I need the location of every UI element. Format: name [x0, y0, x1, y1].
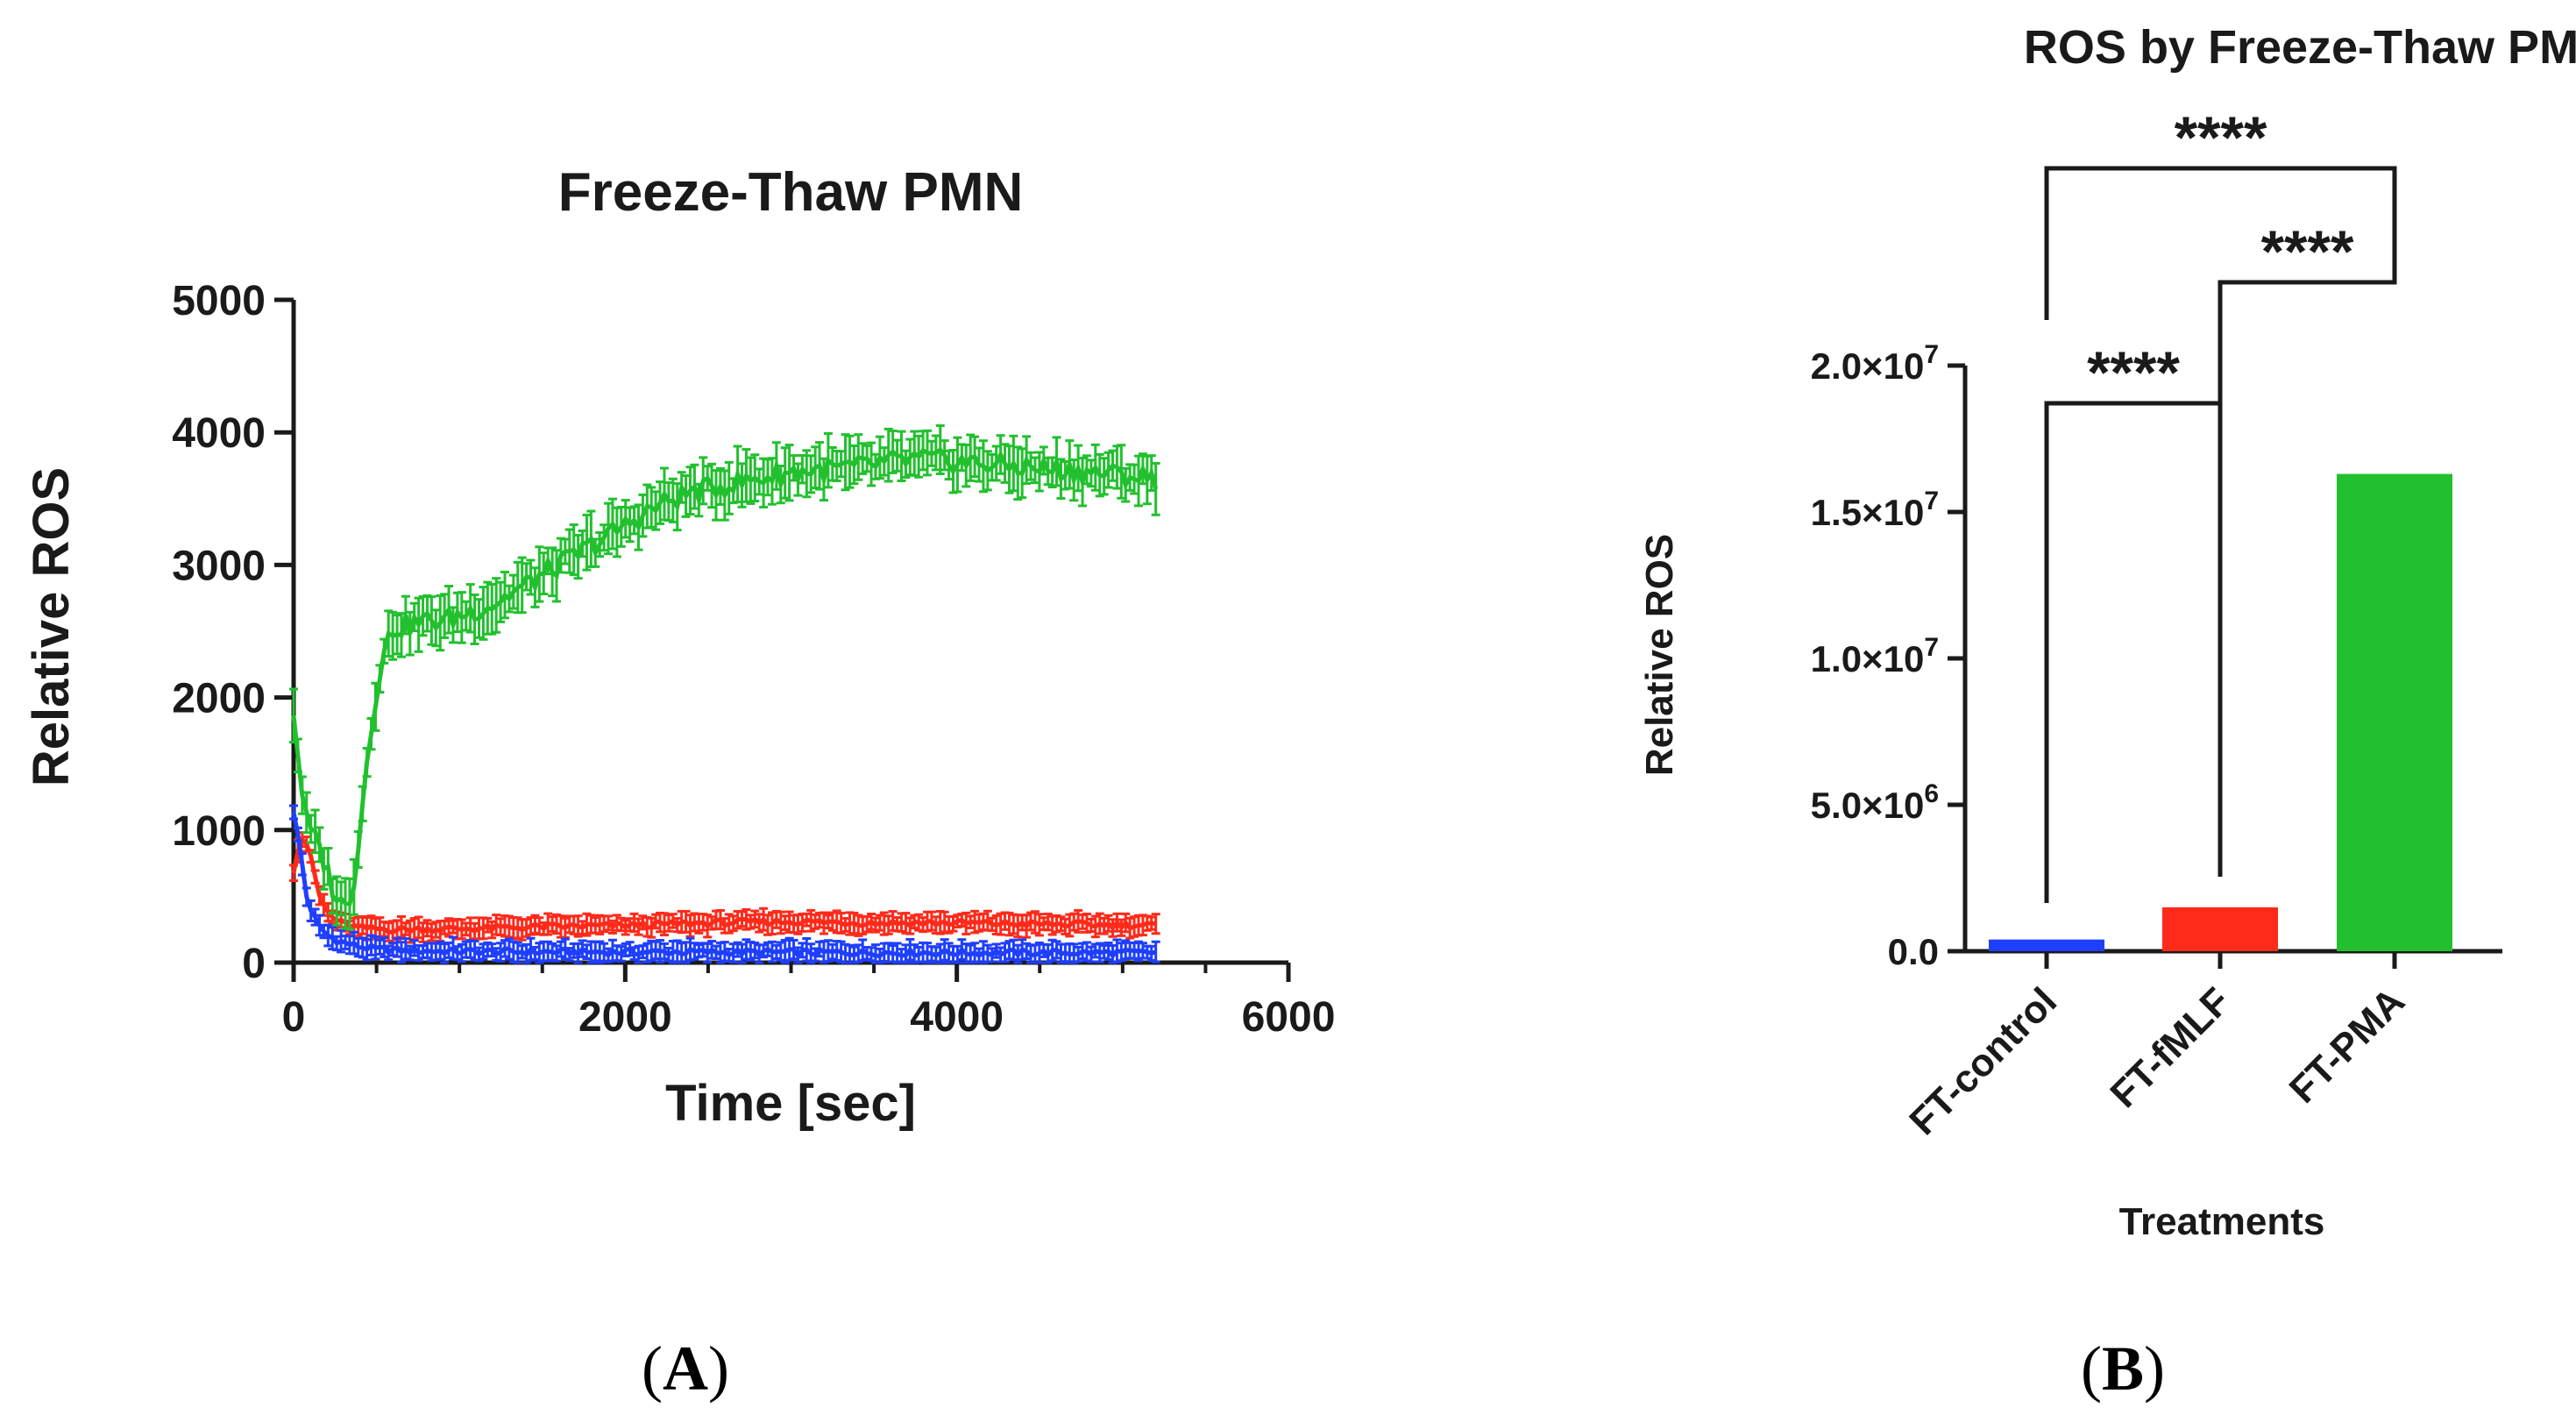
tick-exponent: 7	[1924, 633, 1939, 662]
chart-a-y-tick-label: 4000	[172, 410, 266, 457]
tick-base: 5.0×10	[1811, 785, 1925, 826]
tick-base: 2.0×10	[1811, 345, 1925, 387]
significance-bracket	[2044, 166, 2397, 320]
panel-letter-b: B	[2102, 1333, 2144, 1404]
chart-b-bars	[1989, 473, 2452, 951]
panel-a-line-chart: Freeze-Thaw PMN Relative ROS Time [sec] …	[23, 162, 1335, 1132]
chart-a-x-tick-label: 2000	[578, 994, 672, 1041]
chart-a-y-label: Relative ROS	[23, 467, 80, 786]
chart-a-x-tick-label: 6000	[1242, 994, 1336, 1041]
significance-bracket	[2044, 401, 2223, 903]
chart-b-y-label: Relative ROS	[1638, 534, 1681, 776]
chart-b-y-tick-label: 1.5×107	[1811, 487, 1939, 533]
chart-b-category-label: FT-fMLF	[2102, 979, 2239, 1116]
chart-a-series-FT-control	[289, 804, 1160, 964]
chart-b-x-label: Treatments	[2119, 1200, 2325, 1243]
tick-base: 1.0×10	[1811, 638, 1925, 679]
tick-exponent: 7	[1924, 340, 1939, 369]
panel-label-a: (A)	[642, 1333, 729, 1404]
chart-a-x-tick-label: 4000	[910, 994, 1004, 1041]
panel-label-b: (B)	[2081, 1333, 2165, 1404]
chart-a-y-tick-label: 0	[242, 941, 266, 987]
chart-a-title: Freeze-Thaw PMN	[558, 162, 1024, 223]
chart-a-series-FT-fMLF	[289, 831, 1160, 945]
chart-a-y-tick-label: 5000	[172, 278, 266, 324]
bar-FT-control	[1989, 939, 2104, 951]
chart-a-x-tick-label: 0	[282, 994, 306, 1041]
chart-a-y-tick-label: 3000	[172, 543, 266, 589]
chart-a-axes: 0 1000 2000 3000 4000 5000 0 2000 4000 6000	[172, 278, 1335, 1041]
chart-b-category-label: FT-PMA	[2281, 979, 2413, 1111]
tick-exponent: 6	[1924, 779, 1939, 808]
tick-exponent: 7	[1924, 487, 1939, 515]
chart-b-y-tick-label: 1.0×107	[1811, 633, 1939, 679]
chart-a-series-FT-PMA	[289, 424, 1160, 931]
panel-b-bar-chart: ROS by Freeze-Thaw PMN Relative ROS Trea…	[1638, 21, 2576, 1243]
chart-b-y-tick-label: 0.0	[1888, 931, 1939, 972]
chart-a-y-tick-label: 1000	[172, 808, 266, 855]
chart-b-significance: **** **** ****	[2044, 104, 2397, 903]
chart-a-line-FT-control	[291, 812, 1157, 959]
tick-base: 1.5×10	[1811, 492, 1925, 533]
bar-FT-fMLF	[2162, 907, 2278, 951]
chart-b-y-tick-label: 2.0×107	[1811, 340, 1939, 387]
chart-b-category-label: FT-control	[1901, 979, 2065, 1143]
chart-a-series	[289, 424, 1160, 964]
significance-stars: ****	[2087, 339, 2180, 406]
significance-stars: ****	[2175, 104, 2267, 171]
chart-b-title: ROS by Freeze-Thaw PMN	[2024, 21, 2576, 74]
chart-a-x-label: Time [sec]	[665, 1075, 916, 1132]
significance-stars: ****	[2261, 218, 2354, 285]
chart-a-line-FT-PMA	[291, 446, 1159, 907]
significance-bracket	[2218, 206, 2397, 877]
tick-base: 0.0	[1888, 931, 1939, 972]
chart-a-y-tick-label: 2000	[172, 676, 266, 722]
chart-b-y-tick-label: 5.0×106	[1811, 779, 1939, 826]
panel-letter-a: A	[663, 1333, 708, 1404]
chart-a-line-FT-fMLF	[291, 835, 1156, 936]
bar-FT-PMA	[2337, 473, 2452, 951]
